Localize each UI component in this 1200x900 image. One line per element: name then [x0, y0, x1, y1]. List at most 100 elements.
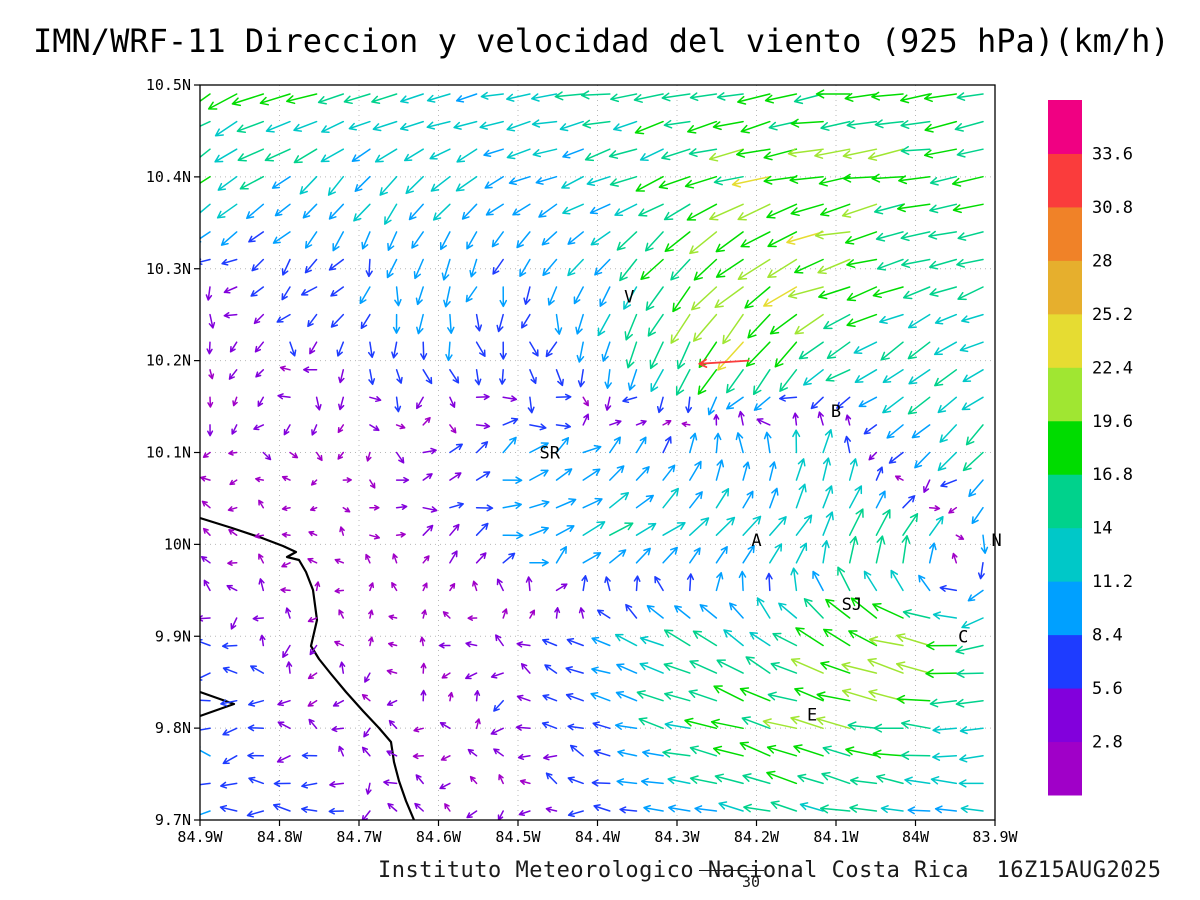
wind-arrow: [516, 641, 531, 648]
wind-arrow: [200, 727, 211, 731]
wind-arrow: [426, 93, 451, 103]
wind-arrow: [281, 258, 291, 276]
wind-arrow: [795, 627, 824, 647]
wind-arrow: [541, 231, 558, 246]
wind-arrow: [365, 258, 373, 278]
wind-arrow: [789, 174, 824, 184]
wind-arrow: [940, 479, 958, 488]
wind-arrow: [691, 286, 718, 311]
wind-arrow: [430, 175, 451, 192]
wind-arrow: [638, 717, 664, 730]
wind-arrow: [527, 396, 535, 414]
wind-arrow: [575, 313, 584, 335]
wind-arrow: [467, 615, 478, 621]
wind-arrow: [512, 203, 531, 216]
wind-arrow: [466, 810, 478, 819]
station-label: SR: [540, 444, 561, 464]
wind-arrow: [208, 369, 215, 380]
wind-arrow: [902, 513, 919, 536]
wind-arrow: [529, 423, 547, 431]
wind-arrow: [591, 779, 611, 787]
wind-arrow: [819, 804, 851, 814]
wind-arrow: [484, 175, 504, 189]
wind-arrow: [709, 203, 744, 221]
wind-arrow: [250, 286, 265, 297]
wind-arrow: [386, 668, 398, 675]
wind-arrow: [280, 587, 291, 594]
wind-arrow: [543, 754, 558, 761]
wind-arrow: [400, 93, 424, 104]
wind-arrow: [582, 119, 611, 129]
colorbar-segment: [1048, 100, 1082, 154]
wind-arrow: [816, 691, 851, 702]
wind-arrow: [664, 231, 691, 253]
wind-arrow: [952, 203, 984, 214]
wind-arrow: [872, 286, 904, 299]
wind-arrow: [508, 175, 531, 186]
wind-arrow: [250, 665, 265, 674]
wind-arrow: [281, 475, 291, 482]
x-tick-label: 84.4W: [575, 828, 621, 846]
wind-arrow: [207, 396, 214, 408]
wind-arrow: [368, 609, 374, 619]
wind-arrow: [246, 203, 265, 220]
wind-arrow: [309, 506, 318, 512]
wind-arrow: [737, 258, 771, 280]
wind-arrow: [625, 341, 638, 369]
wind-arrow: [371, 93, 398, 105]
wind-arrow: [955, 534, 965, 540]
wind-arrow: [276, 755, 291, 763]
wind-arrow: [825, 598, 851, 619]
wind-arrow: [667, 776, 691, 785]
wind-arrow: [515, 724, 531, 731]
wind-arrow: [531, 93, 558, 102]
wind-arrow: [955, 698, 984, 708]
wind-arrow: [713, 175, 744, 186]
wind-arrow: [449, 550, 458, 564]
wind-arrow: [321, 120, 345, 133]
wind-arrow: [848, 535, 859, 564]
wind-arrow: [712, 745, 744, 757]
wind-arrow: [273, 780, 291, 788]
wind-arrow: [876, 773, 904, 785]
wind-arrow: [770, 661, 798, 674]
wind-arrow: [845, 746, 878, 757]
wind-arrow: [904, 776, 931, 785]
wind-arrow: [578, 607, 585, 619]
wind-arrow: [586, 175, 611, 187]
wind-arrow: [873, 723, 904, 733]
wind-arrow: [767, 231, 798, 248]
wind-arrow: [847, 721, 878, 731]
wind-arrow: [363, 727, 371, 738]
wind-arrow: [403, 148, 424, 162]
wind-arrow: [444, 803, 451, 812]
wind-arrow: [841, 688, 878, 702]
wind-arrow: [542, 638, 558, 647]
wind-arrow: [301, 752, 318, 759]
wind-arrow: [645, 286, 664, 311]
wind-arrow: [837, 566, 851, 592]
wind-arrow: [372, 120, 398, 132]
wind-arrow: [255, 369, 265, 378]
wind-arrow: [529, 469, 549, 481]
wind-arrow: [762, 718, 798, 730]
wind-arrow: [331, 725, 345, 733]
wind-arrow: [580, 90, 611, 100]
wind-arrow: [875, 466, 884, 481]
wind-arrow: [795, 542, 808, 564]
wind-arrow: [529, 442, 549, 454]
wind-arrow: [202, 451, 211, 458]
wind-arrow: [745, 656, 771, 674]
wind-arrow: [787, 286, 824, 299]
wind-arrow: [823, 628, 851, 647]
wind-arrow: [798, 341, 824, 360]
wind-arrow: [822, 429, 833, 454]
wind-arrow: [896, 203, 931, 213]
wind-arrow: [609, 436, 621, 454]
wind-arrow: [961, 396, 984, 411]
wind-arrow: [779, 369, 798, 392]
wind-arrow: [386, 750, 398, 757]
wind-arrow: [582, 552, 602, 564]
wind-arrow: [449, 424, 457, 434]
wind-arrow: [519, 258, 531, 277]
